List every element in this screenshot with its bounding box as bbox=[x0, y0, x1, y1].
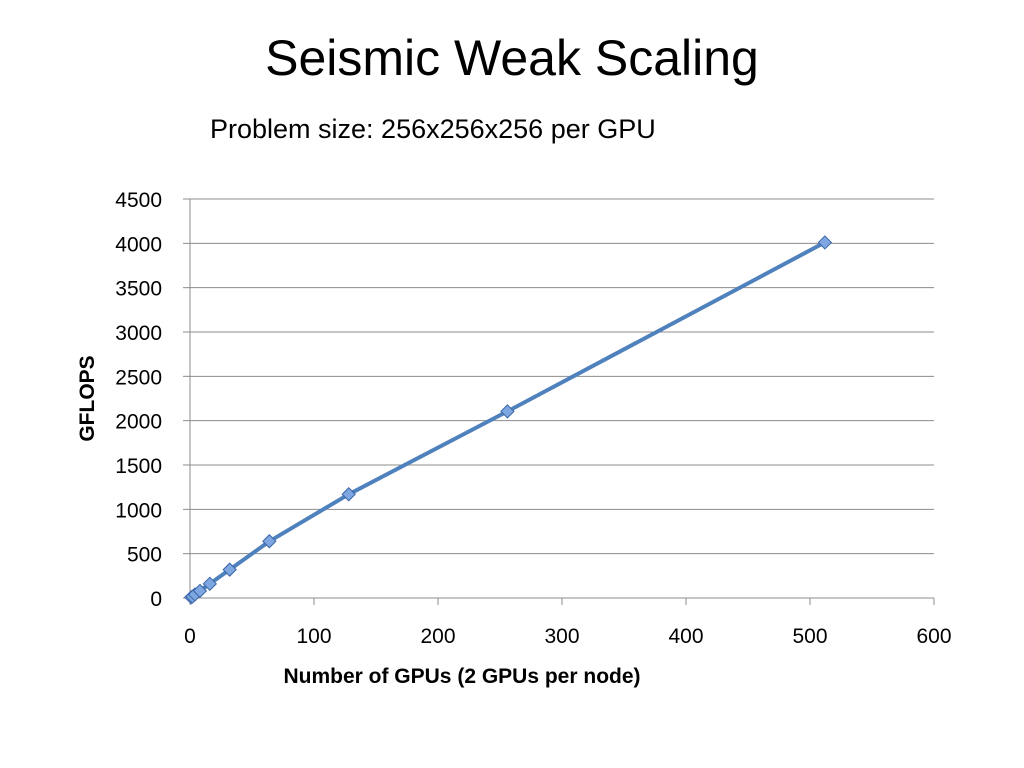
axes bbox=[183, 198, 935, 605]
y-tick-label: 0 bbox=[150, 588, 162, 611]
y-tick-label: 4000 bbox=[115, 233, 162, 256]
series-group bbox=[184, 235, 833, 605]
y-axis-title: GFLOPS bbox=[76, 355, 99, 441]
data-point-marker bbox=[817, 235, 833, 250]
data-point-marker bbox=[202, 576, 218, 592]
x-tick-label: 100 bbox=[296, 625, 331, 648]
tick-labels: 0 500 1000 1500 2000 2500 3000 3500 4000 4500 0 100… bbox=[115, 189, 951, 648]
slide-subtitle: Problem size: 256x256x256 per GPU bbox=[210, 114, 656, 144]
y-tick-label: 1500 bbox=[115, 455, 162, 478]
x-tick-label: 400 bbox=[668, 625, 703, 648]
x-axis-title: Number of GPUs (2 GPUs per node) bbox=[283, 665, 640, 688]
y-tick-label: 1000 bbox=[115, 499, 162, 522]
y-tick-label: 4500 bbox=[115, 189, 162, 212]
y-tick-label: 500 bbox=[127, 544, 162, 567]
data-point-marker bbox=[222, 562, 237, 577]
x-tick-label: 300 bbox=[544, 625, 579, 648]
data-point-marker bbox=[341, 487, 356, 502]
x-tick-label: 500 bbox=[792, 625, 827, 648]
slide-title: Seismic Weak Scaling bbox=[265, 30, 759, 86]
x-tick-label: 0 bbox=[184, 625, 196, 648]
y-tick-label: 2500 bbox=[115, 366, 162, 389]
data-point-marker bbox=[192, 583, 208, 599]
grid-lines bbox=[190, 198, 934, 555]
x-tick-label: 600 bbox=[916, 625, 951, 648]
y-tick-label: 2000 bbox=[115, 411, 162, 434]
series-line bbox=[190, 240, 826, 600]
data-point-marker bbox=[262, 534, 277, 549]
y-tick-label: 3500 bbox=[115, 278, 162, 301]
y-tick-label: 3000 bbox=[115, 322, 162, 345]
data-point-marker bbox=[500, 404, 515, 419]
x-tick-label: 200 bbox=[420, 625, 455, 648]
